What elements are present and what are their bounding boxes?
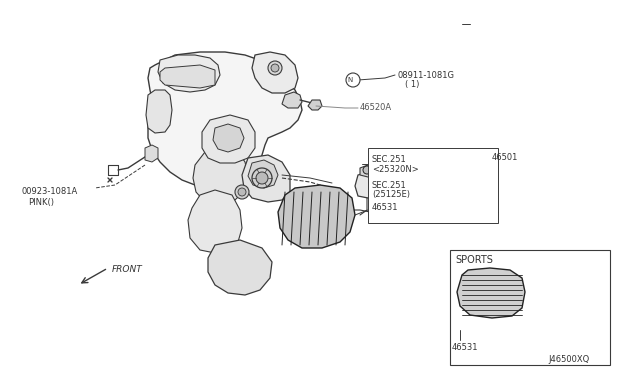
Circle shape bbox=[256, 172, 268, 184]
Text: 46520A: 46520A bbox=[360, 103, 392, 112]
Polygon shape bbox=[252, 52, 298, 93]
Text: J46500XQ: J46500XQ bbox=[548, 356, 589, 365]
Text: (25125E): (25125E) bbox=[372, 190, 410, 199]
Text: PINK(): PINK() bbox=[28, 198, 54, 206]
Text: N: N bbox=[348, 77, 353, 83]
Polygon shape bbox=[148, 52, 302, 188]
Text: ( 1): ( 1) bbox=[405, 80, 419, 90]
Polygon shape bbox=[193, 148, 248, 205]
Circle shape bbox=[363, 166, 371, 174]
Polygon shape bbox=[282, 92, 302, 108]
Polygon shape bbox=[160, 65, 215, 88]
Polygon shape bbox=[242, 155, 290, 202]
Text: SPORTS: SPORTS bbox=[455, 255, 493, 265]
FancyBboxPatch shape bbox=[368, 148, 498, 223]
Polygon shape bbox=[360, 165, 374, 177]
Text: FRONT: FRONT bbox=[112, 266, 143, 275]
Polygon shape bbox=[308, 100, 322, 110]
Text: 08911-1081G: 08911-1081G bbox=[398, 71, 455, 80]
Polygon shape bbox=[145, 145, 158, 162]
Polygon shape bbox=[188, 190, 242, 253]
FancyBboxPatch shape bbox=[450, 250, 610, 365]
Polygon shape bbox=[248, 160, 278, 188]
Text: 46531: 46531 bbox=[372, 203, 399, 212]
Text: 00923-1081A: 00923-1081A bbox=[22, 187, 78, 196]
Circle shape bbox=[238, 188, 246, 196]
Circle shape bbox=[268, 61, 282, 75]
Text: <25320N>: <25320N> bbox=[372, 166, 419, 174]
Circle shape bbox=[252, 168, 272, 188]
Polygon shape bbox=[208, 240, 272, 295]
Circle shape bbox=[346, 73, 360, 87]
Polygon shape bbox=[457, 268, 525, 318]
Circle shape bbox=[271, 64, 279, 72]
Text: 46531: 46531 bbox=[452, 343, 479, 353]
Text: SEC.251: SEC.251 bbox=[372, 155, 407, 164]
Text: 46501: 46501 bbox=[492, 154, 518, 163]
Polygon shape bbox=[158, 55, 220, 92]
Circle shape bbox=[235, 185, 249, 199]
Text: SEC.251: SEC.251 bbox=[372, 180, 407, 189]
Polygon shape bbox=[213, 124, 244, 152]
Polygon shape bbox=[278, 185, 355, 248]
Polygon shape bbox=[146, 90, 172, 133]
Polygon shape bbox=[202, 115, 255, 163]
Polygon shape bbox=[355, 172, 376, 198]
